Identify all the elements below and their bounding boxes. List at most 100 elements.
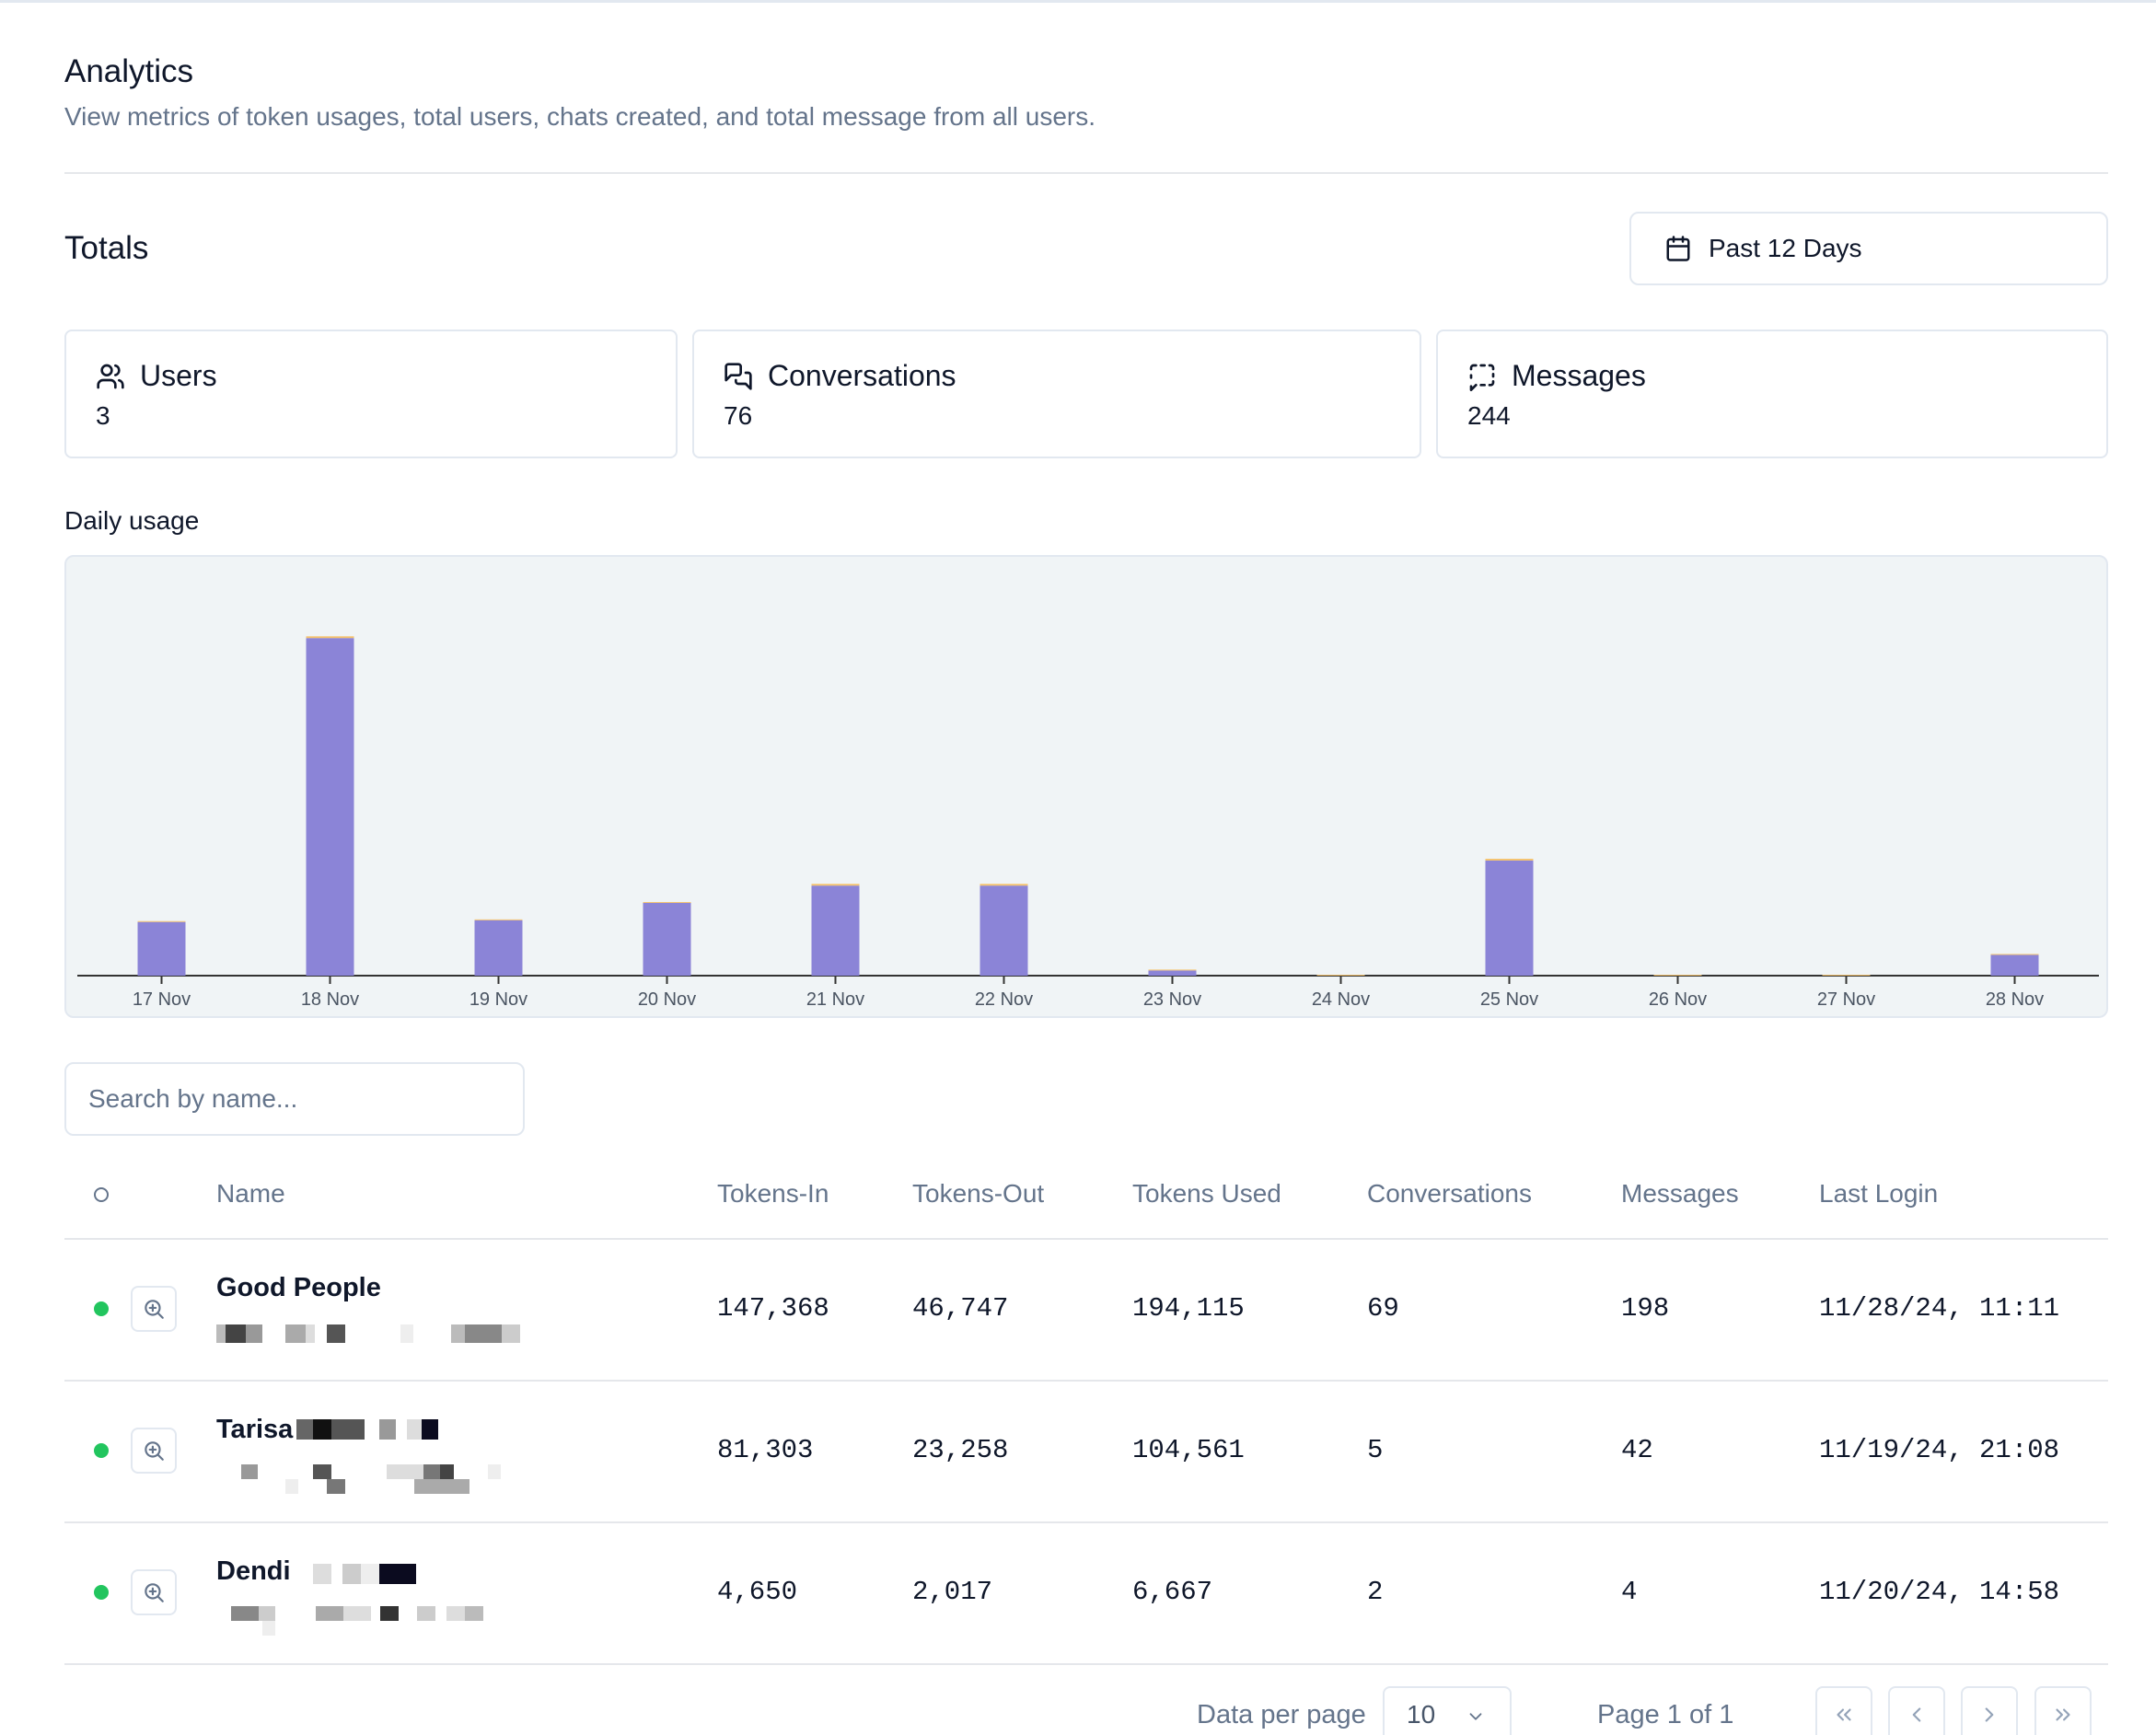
column-header-tokens-in[interactable]: Tokens-In [717, 1179, 829, 1208]
chart-bar-cap [979, 884, 1028, 886]
conversations-card-value: 76 [724, 401, 753, 430]
tokens-out-cell: 46,747 [912, 1293, 1009, 1324]
messages-cell: 4 [1621, 1577, 1638, 1607]
page-indicator: Page 1 of 1 [1597, 1700, 1734, 1729]
column-header-name[interactable]: Name [216, 1179, 285, 1208]
page-subtitle: View metrics of token usages, total user… [64, 102, 1096, 131]
chart-bar-cap [306, 636, 354, 639]
row-divider [64, 1663, 2108, 1665]
chart-bar-cap [1653, 975, 1702, 976]
conversations-card-label: Conversations [768, 359, 956, 392]
x-axis-tick-label: 25 Nov [1480, 989, 1538, 1010]
redacted-surname [313, 1564, 416, 1584]
row-divider [64, 1521, 2108, 1523]
table-row[interactable]: Good People 147,368 46,747 194,115 69 19… [64, 1240, 2108, 1380]
chevrons-right-icon [2056, 1708, 2070, 1721]
users-icon [97, 364, 124, 388]
status-online-dot [94, 1301, 109, 1316]
zoom-in-button[interactable] [131, 1569, 177, 1615]
chart-bar [137, 921, 186, 976]
chart-bar [1990, 954, 2039, 976]
chart-bar [1148, 970, 1197, 976]
chart-bar [979, 885, 1028, 976]
date-range-picker[interactable]: Past 12 Days [1629, 212, 2108, 285]
column-header-tokens-out[interactable]: Tokens-Out [912, 1179, 1045, 1208]
date-range-label: Past 12 Days [1709, 234, 1862, 262]
users-card-label: Users [140, 359, 217, 392]
top-divider [0, 0, 2156, 3]
per-page-value: 10 [1407, 1700, 1436, 1729]
redacted-email [231, 1606, 483, 1636]
column-header-messages[interactable]: Messages [1621, 1179, 1739, 1208]
previous-page-button[interactable] [1888, 1686, 1945, 1735]
redacted-email [216, 1324, 520, 1343]
daily-usage-chart: 17 Nov 18 Nov 19 Nov 20 Nov 21 Nov 22 Nov 23 N… [64, 555, 2108, 1018]
zoom-in-button[interactable] [131, 1286, 177, 1332]
x-axis-tick-label: 28 Nov [1986, 989, 2044, 1010]
chat-bubbles-icon [724, 362, 752, 390]
chart-bar [474, 920, 523, 976]
row-divider [64, 1380, 2108, 1382]
chart-bar-cap [1316, 975, 1365, 976]
chevron-left-icon [1912, 1707, 1921, 1722]
chart-bar-cap [811, 884, 860, 886]
zoom-in-icon [145, 1583, 164, 1602]
messages-card: Messages 244 [1436, 330, 2108, 458]
x-axis-tick-label: 20 Nov [638, 989, 696, 1010]
calendar-icon [1666, 236, 1690, 261]
messages-card-label: Messages [1512, 359, 1646, 392]
table-row[interactable]: Dendi 4,650 2,017 6,667 2 4 11/20/24, 14… [64, 1523, 2108, 1663]
last-page-button[interactable] [2034, 1686, 2092, 1735]
x-axis-tick-label: 19 Nov [469, 989, 527, 1010]
select-all-indicator[interactable] [94, 1187, 109, 1202]
chart-bar [643, 903, 691, 976]
conversations-card: Conversations 76 [692, 330, 1421, 458]
tokens-in-cell: 147,368 [717, 1293, 829, 1324]
per-page-label: Data per page [1197, 1700, 1366, 1729]
x-axis-tick-label: 17 Nov [133, 989, 191, 1010]
tokens-in-cell: 4,650 [717, 1577, 798, 1607]
daily-usage-label: Daily usage [64, 506, 200, 535]
user-name: Good People [216, 1273, 381, 1302]
tokens-used-cell: 194,115 [1132, 1293, 1245, 1324]
users-card: Users 3 [64, 330, 678, 458]
tokens-out-cell: 23,258 [912, 1435, 1009, 1465]
users-card-value: 3 [96, 401, 110, 430]
x-axis-tick-label: 23 Nov [1143, 989, 1201, 1010]
chart-bar-cap [1485, 859, 1534, 861]
daily-usage-chart-svg: 17 Nov 18 Nov 19 Nov 20 Nov 21 Nov 22 Nov 23 N… [77, 636, 2099, 1010]
column-header-conversations[interactable]: Conversations [1367, 1179, 1532, 1208]
chart-bar-cap [137, 920, 186, 922]
chart-bar [306, 638, 354, 976]
totals-title: Totals [64, 230, 149, 266]
column-header-tokens-used[interactable]: Tokens Used [1132, 1179, 1281, 1208]
conversations-cell: 69 [1367, 1293, 1399, 1324]
chevron-right-icon [1985, 1707, 1994, 1722]
redacted-email [241, 1464, 501, 1494]
user-name: Dendi [216, 1556, 291, 1586]
x-axis-tick-label: 21 Nov [806, 989, 864, 1010]
column-header-last-login[interactable]: Last Login [1819, 1179, 1939, 1208]
tokens-in-cell: 81,303 [717, 1435, 814, 1465]
chart-bar-cap [1148, 969, 1197, 971]
chart-bar-cap [643, 902, 691, 903]
next-page-button[interactable] [1961, 1686, 2018, 1735]
x-axis-tick-label: 18 Nov [301, 989, 359, 1010]
chevrons-left-icon [1837, 1708, 1851, 1721]
status-online-dot [94, 1585, 109, 1600]
redacted-surname [296, 1419, 438, 1440]
first-page-button[interactable] [1815, 1686, 1872, 1735]
table-row[interactable]: Tarisa 81,303 23,258 104,561 5 42 11/19/… [64, 1382, 2108, 1521]
x-axis-tick-label: 26 Nov [1649, 989, 1707, 1010]
search-input[interactable] [64, 1062, 525, 1136]
last-login-cell: 11/19/24, 21:08 [1819, 1435, 2060, 1465]
tokens-used-cell: 6,667 [1132, 1577, 1213, 1607]
zoom-in-button[interactable] [131, 1428, 177, 1474]
chevron-down-icon [1469, 1713, 1482, 1720]
messages-cell: 198 [1621, 1293, 1670, 1324]
tokens-out-cell: 2,017 [912, 1577, 993, 1607]
per-page-select[interactable]: 10 [1383, 1686, 1512, 1735]
messages-cell: 42 [1621, 1435, 1653, 1465]
chart-bar-cap [1822, 975, 1871, 976]
header-divider [64, 172, 2108, 174]
